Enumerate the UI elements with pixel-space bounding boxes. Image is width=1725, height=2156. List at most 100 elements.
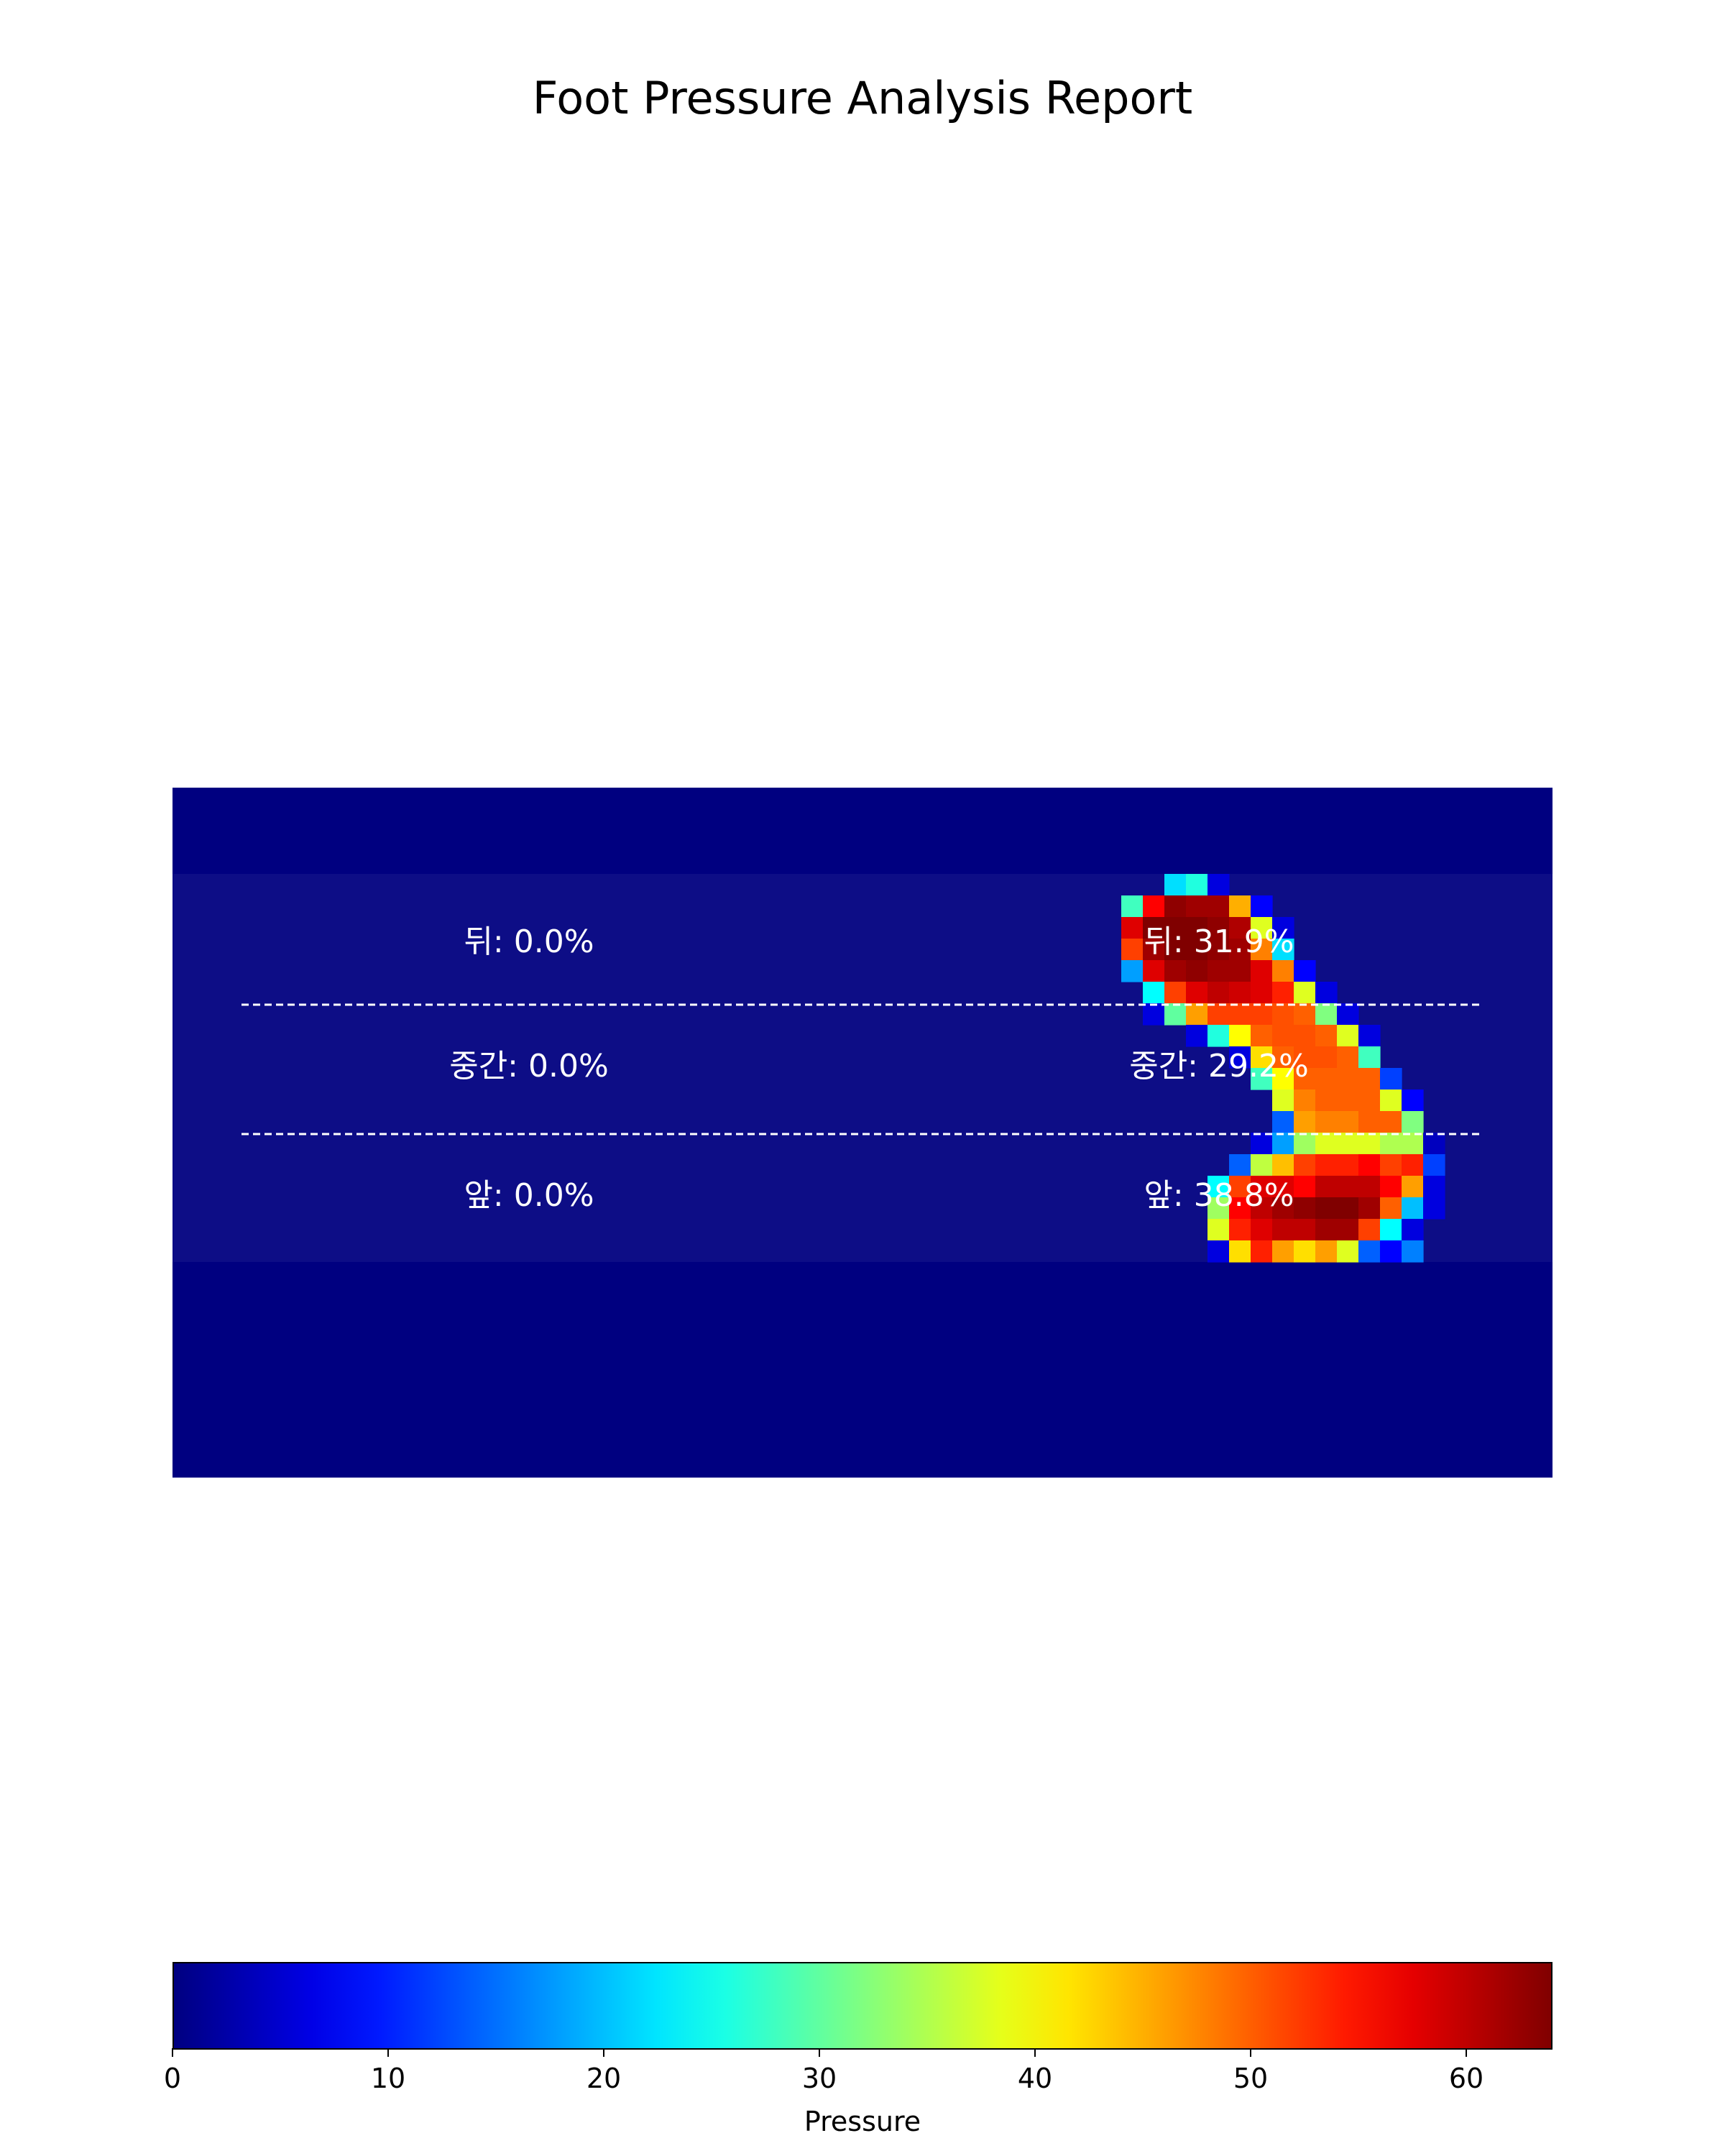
heatmap-cell — [1315, 1154, 1338, 1176]
colorbar-tick-label: 50 — [1233, 2063, 1269, 2094]
heatmap-cell — [1380, 1154, 1402, 1176]
colorbar: 0 10 20 30 40 50 60 — [164, 1962, 1552, 2106]
heatmap-cell — [1294, 1240, 1316, 1263]
heatmap-cell — [1337, 1046, 1359, 1069]
heatmap-cell — [1229, 982, 1251, 1004]
heatmap-cell — [1164, 874, 1187, 896]
heatmap-cell — [1229, 1219, 1251, 1241]
heatmap-cell — [1143, 917, 1165, 939]
heatmap-cell — [1164, 960, 1187, 982]
heatmap-cell — [1402, 1240, 1424, 1263]
heatmap-cell — [1272, 1197, 1294, 1220]
heatmap-cell — [1229, 1046, 1251, 1069]
heatmap-cell — [1251, 1003, 1273, 1026]
heatmap-cell — [1229, 895, 1251, 918]
heatmap-cell — [1337, 1003, 1359, 1026]
heatmap-cell — [1402, 1154, 1424, 1176]
heatmap-cell — [1358, 1025, 1381, 1047]
heatmap-cell — [1272, 1025, 1294, 1047]
heatmap-cell — [1358, 1176, 1381, 1198]
heatmap-cell — [1208, 982, 1230, 1004]
heatmap-cell — [1186, 1003, 1208, 1026]
colorbar-tick-label: 30 — [801, 2063, 837, 2094]
heatmap-cell — [1208, 1219, 1230, 1241]
heatmap-cell — [1423, 1154, 1445, 1176]
heatmap-cell — [1143, 895, 1165, 918]
heatmap-cell — [1358, 1068, 1381, 1090]
heatmap-cell — [1229, 1154, 1251, 1176]
heatmap-cell — [1380, 1240, 1402, 1263]
heatmap-cell — [1208, 1003, 1230, 1026]
zone-label-left: 중간: 0.0% — [449, 1048, 609, 1084]
heatmap-cell — [1164, 1003, 1187, 1026]
heatmap-cell — [1272, 1219, 1294, 1241]
heatmap-cell — [1186, 960, 1208, 982]
heatmap-cell — [1294, 960, 1316, 982]
heatmap-cell — [1315, 1025, 1338, 1047]
heatmap-cell — [1294, 1133, 1316, 1155]
heatmap-cell — [1294, 1197, 1316, 1220]
heatmap-cell — [1143, 1003, 1165, 1026]
heatmap-cell — [1294, 1219, 1316, 1241]
heatmap-cell — [1272, 1133, 1294, 1155]
heatmap-cell — [1358, 1219, 1381, 1241]
heatmap-cell — [1186, 874, 1208, 896]
heatmap-cell — [1423, 1176, 1445, 1198]
heatmap-cell — [1229, 1025, 1251, 1047]
heatmap-cell — [1164, 895, 1187, 918]
heatmap-cell — [1272, 960, 1294, 982]
heatmap-cell — [1315, 1111, 1338, 1133]
heatmap-cell — [1294, 1068, 1316, 1090]
heatmap-cell — [1208, 1176, 1230, 1198]
heatmap-cell — [1272, 1154, 1294, 1176]
heatmap-cell — [1337, 1133, 1359, 1155]
heatmap-cell — [1337, 1197, 1359, 1220]
heatmap-cell — [1315, 1197, 1338, 1220]
heatmap-cell — [1208, 874, 1230, 896]
heatmap-cell — [1380, 1111, 1402, 1133]
heatmap-cell — [1294, 1154, 1316, 1176]
heatmap-cell — [1337, 1111, 1359, 1133]
heatmap-cell — [1380, 1089, 1402, 1112]
heatmap-cell — [1251, 895, 1273, 918]
heatmap-cell — [1186, 917, 1208, 939]
heatmap-cell — [1272, 1068, 1294, 1090]
heatmap-cell — [1315, 1003, 1338, 1026]
heatmap-cell — [1380, 1133, 1402, 1155]
colorbar-gradient — [172, 1962, 1552, 2050]
heatmap-cell — [1423, 1197, 1445, 1220]
heatmap-cell — [1121, 917, 1144, 939]
colorbar-tick — [387, 2048, 389, 2057]
heatmap-cell — [1251, 1133, 1273, 1155]
heatmap-cell — [1229, 1240, 1251, 1263]
heatmap-cell — [1251, 1025, 1273, 1047]
heatmap-cell — [1294, 1111, 1316, 1133]
heatmap-cell — [1208, 917, 1230, 939]
heatmap-cell — [1337, 1219, 1359, 1241]
heatmap-cell — [1229, 1197, 1251, 1220]
heatmap-cell — [1337, 1176, 1359, 1198]
heatmap-cell — [1251, 1046, 1273, 1069]
heatmap-cell — [1380, 1176, 1402, 1198]
heatmap-cell — [1272, 939, 1294, 961]
heatmap-cell — [1229, 917, 1251, 939]
heatmap-cell — [1380, 1219, 1402, 1241]
colorbar-tick — [1034, 2048, 1036, 2057]
colorbar-tick-label: 10 — [370, 2063, 406, 2094]
heatmap-cell — [1121, 939, 1144, 961]
heatmap-cell — [1402, 1219, 1424, 1241]
colorbar-tick-label: 20 — [586, 2063, 622, 2094]
heatmap-cell — [1208, 960, 1230, 982]
heatmap-cell — [1315, 1046, 1338, 1069]
heatmap-cell — [1251, 1197, 1273, 1220]
heatmap-cell — [1315, 1219, 1338, 1241]
heatmap-cell — [1337, 1089, 1359, 1112]
heatmap-cell — [1229, 1176, 1251, 1198]
heatmap-cell — [1164, 982, 1187, 1004]
heatmap-cell — [1208, 1197, 1230, 1220]
heatmap-cell — [1315, 1176, 1338, 1198]
heatmap-cell — [1208, 895, 1230, 918]
page-title: Foot Pressure Analysis Report — [532, 72, 1193, 124]
heatmap-cell — [1337, 1068, 1359, 1090]
heatmap-cell — [1186, 895, 1208, 918]
